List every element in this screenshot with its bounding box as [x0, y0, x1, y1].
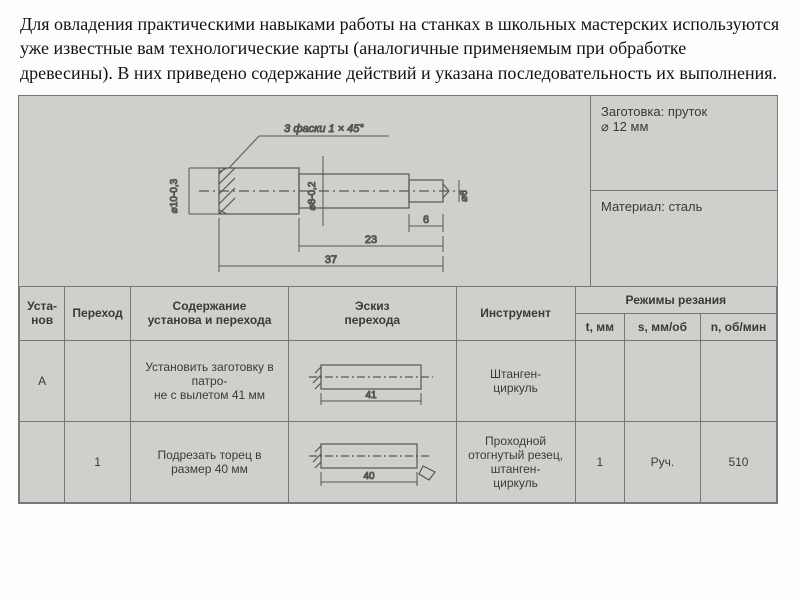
sketch-a: 41: [295, 347, 445, 415]
part-drawing: ⌀10-0,3 ⌀8-0,2 ⌀6 3 фаски 1: [19, 96, 589, 286]
th-n: n, об/мин: [700, 313, 776, 340]
cell-t: 1: [575, 421, 624, 502]
table-row: 1 Подрезать торец в размер 40 мм: [20, 421, 777, 502]
cell-n: 510: [700, 421, 776, 502]
th-content: Содержаниеустанова и перехода: [130, 286, 288, 340]
cell-ustanov: А: [20, 340, 65, 421]
svg-text:3 фаски 1 × 45°: 3 фаски 1 × 45°: [284, 123, 364, 135]
table-body: А Установить заготовку в патро-не с выле…: [20, 340, 777, 502]
cell-content: Установить заготовку в патро-не с вылето…: [130, 340, 288, 421]
th-ustanov: Уста-нов: [20, 286, 65, 340]
cell-instrument: Проходной отогнутый резец, штанген-цирку…: [456, 421, 575, 502]
svg-text:6: 6: [423, 214, 429, 226]
header-row-1: Уста-нов Переход Содержаниеустанова и пе…: [20, 286, 777, 313]
svg-text:37: 37: [325, 254, 337, 266]
material-info: Материал: сталь: [591, 191, 777, 286]
process-table: Уста-нов Переход Содержаниеустанова и пе…: [19, 286, 777, 503]
cell-sketch: 40: [289, 421, 456, 502]
table-row: А Установить заготовку в патро-не с выле…: [20, 340, 777, 421]
th-t: t, мм: [575, 313, 624, 340]
cell-n: [700, 340, 776, 421]
page: Для овладения практическими навыками раб…: [0, 0, 800, 600]
svg-text:40: 40: [364, 471, 376, 482]
cell-content: Подрезать торец в размер 40 мм: [130, 421, 288, 502]
blank-info: Заготовка: пруток ⌀ 12 мм: [591, 96, 777, 192]
cell-s: Руч.: [624, 421, 700, 502]
cell-instrument: Штанген-циркуль: [456, 340, 575, 421]
intro-paragraph: Для овладения практическими навыками раб…: [20, 12, 780, 85]
sketch-1: 40: [295, 428, 445, 496]
svg-text:41: 41: [366, 390, 378, 401]
th-perehod: Переход: [65, 286, 131, 340]
cell-perehod: 1: [65, 421, 131, 502]
cell-perehod: [65, 340, 131, 421]
info-column: Заготовка: пруток ⌀ 12 мм Материал: стал…: [591, 96, 777, 286]
top-section: ⌀10-0,3 ⌀8-0,2 ⌀6 3 фаски 1: [19, 96, 777, 286]
svg-text:⌀10-0,3: ⌀10-0,3: [169, 178, 180, 213]
th-modes: Режимы резания: [575, 286, 776, 313]
svg-text:⌀6: ⌀6: [459, 190, 470, 202]
drawing-cell: ⌀10-0,3 ⌀8-0,2 ⌀6 3 фаски 1: [19, 96, 591, 286]
scan-card: ⌀10-0,3 ⌀8-0,2 ⌀6 3 фаски 1: [18, 95, 778, 504]
svg-text:⌀8-0,2: ⌀8-0,2: [307, 181, 318, 210]
svg-text:23: 23: [365, 234, 377, 246]
cell-ustanov: [20, 421, 65, 502]
blank-label: Заготовка: пруток: [601, 104, 707, 119]
cell-s: [624, 340, 700, 421]
cell-t: [575, 340, 624, 421]
th-s: s, мм/об: [624, 313, 700, 340]
blank-size: ⌀ 12 мм: [601, 119, 648, 134]
material-text: Материал: сталь: [601, 199, 702, 214]
th-instrument: Инструмент: [456, 286, 575, 340]
th-sketch: Эскизперехода: [289, 286, 456, 340]
cell-sketch: 41: [289, 340, 456, 421]
